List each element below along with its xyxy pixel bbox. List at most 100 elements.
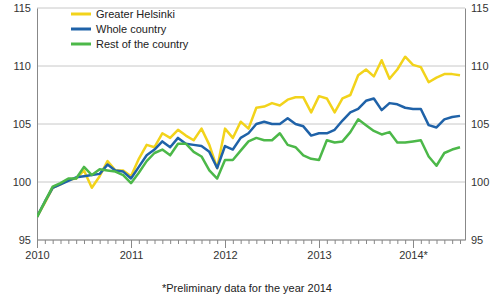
tick (358, 240, 359, 244)
legend-item: Whole country (71, 23, 167, 35)
tick (100, 240, 101, 244)
grid-line (37, 240, 465, 241)
axis-line (465, 9, 466, 241)
tick (272, 240, 273, 244)
tick (241, 240, 242, 244)
tick-mark (170, 240, 171, 244)
tick (366, 240, 367, 244)
legend-item: Greater Helsinki (71, 8, 175, 20)
plot: 9510010511011595100105110115201020112012… (13, 2, 490, 261)
axis-line (37, 240, 465, 241)
tick (256, 240, 257, 244)
tick-label: 2012 (213, 249, 237, 261)
chart: 9510010511011595100105110115201020112012… (0, 0, 494, 304)
tick-mark (249, 240, 250, 244)
tick-mark (92, 240, 93, 244)
tick (460, 240, 461, 244)
tick (350, 240, 351, 244)
tick (233, 240, 234, 244)
tick-mark (256, 240, 257, 244)
footnote: *Preliminary data for the year 2014 (162, 282, 332, 294)
tick-mark (139, 240, 140, 244)
axis-line (37, 9, 38, 241)
tick-mark (178, 240, 179, 244)
legend-label: Rest of the country (96, 38, 189, 50)
tick-mark (460, 240, 461, 244)
tick-mark (358, 240, 359, 244)
tick (186, 240, 187, 244)
tick-mark (194, 240, 195, 244)
tick (84, 240, 85, 244)
tick-mark (264, 240, 265, 244)
tick-mark (429, 240, 430, 244)
tick-mark (413, 240, 414, 248)
tick (115, 240, 116, 244)
tick-mark (311, 240, 312, 244)
tick-mark (186, 240, 187, 244)
y-axis: 95100105110115 (13, 2, 38, 246)
tick: 115 (13, 2, 37, 14)
tick-mark (233, 240, 234, 244)
tick-mark (397, 240, 398, 244)
tick-mark (37, 240, 38, 248)
tick-mark (162, 240, 163, 244)
tick (327, 240, 328, 244)
tick (194, 240, 195, 244)
tick-label: 100 (471, 176, 489, 188)
tick (452, 240, 453, 244)
tick-label: 2013 (307, 249, 331, 261)
tick-mark (421, 240, 422, 244)
tick (303, 240, 304, 244)
tick (162, 240, 163, 244)
tick-mark (343, 240, 344, 244)
tick-mark (100, 240, 101, 244)
tick-mark (444, 240, 445, 244)
tick: 95 (465, 234, 483, 246)
tick-mark (437, 240, 438, 244)
tick (61, 240, 62, 244)
tick (405, 240, 406, 244)
tick: 2012 (213, 240, 237, 261)
tick-mark (335, 240, 336, 244)
tick (155, 240, 156, 244)
tick-mark (288, 240, 289, 244)
tick (108, 240, 109, 244)
tick-label: 2010 (25, 249, 49, 261)
x-axis: 2010 2011 2012 2013 2014* (25, 240, 465, 261)
tick-label: 2014* (399, 249, 428, 261)
tick (437, 240, 438, 244)
tick: 2014* (399, 240, 428, 261)
tick: 110 (13, 60, 37, 72)
legend-label: Whole country (96, 23, 167, 35)
tick (170, 240, 171, 244)
tick-label: 115 (13, 2, 31, 14)
tick-mark (131, 240, 132, 248)
tick (92, 240, 93, 244)
tick-mark (84, 240, 85, 244)
tick-mark (303, 240, 304, 244)
tick: 2011 (120, 240, 144, 261)
tick-mark (61, 240, 62, 244)
tick (76, 240, 77, 244)
tick (68, 240, 69, 244)
tick: 2010 (25, 240, 49, 261)
tick-mark (319, 240, 320, 248)
series-line (37, 98, 460, 216)
tick (217, 240, 218, 244)
tick-mark (115, 240, 116, 244)
tick-label: 95 (19, 234, 31, 246)
grid-line (37, 182, 465, 183)
tick-mark (155, 240, 156, 244)
tick (288, 240, 289, 244)
tick-mark (108, 240, 109, 244)
tick-label: 105 (13, 118, 31, 130)
tick-mark (123, 240, 124, 244)
tick-mark (382, 240, 383, 244)
tick (139, 240, 140, 244)
y2-axis: 95100105110115 (465, 2, 489, 246)
legend: Greater Helsinki Whole country Rest of the… (71, 8, 189, 50)
tick (374, 240, 375, 244)
tick: 110 (465, 60, 489, 72)
tick-label: 110 (471, 60, 489, 72)
tick-mark (452, 240, 453, 244)
